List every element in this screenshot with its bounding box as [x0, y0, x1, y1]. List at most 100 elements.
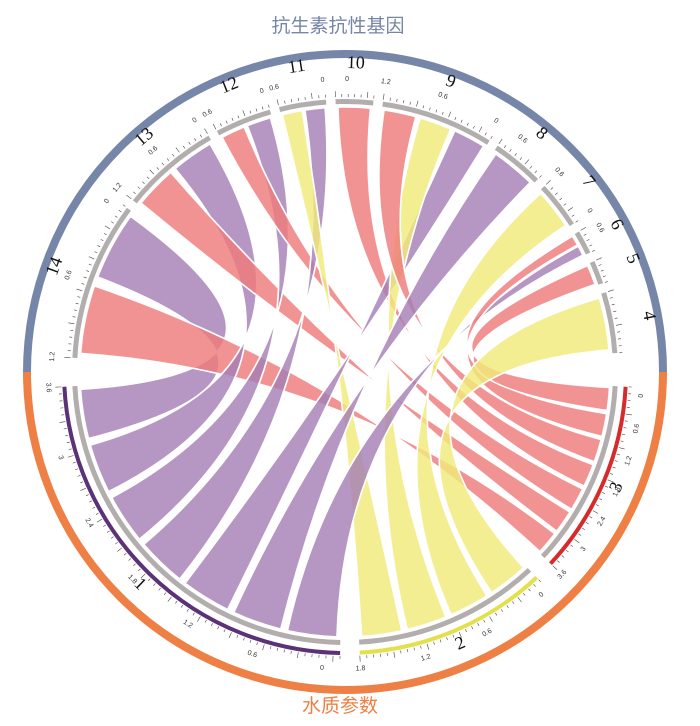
segment-label-3: 3 [605, 479, 627, 495]
scale-tick [59, 421, 66, 423]
scale-tick [503, 145, 507, 148]
scale-tick [477, 623, 480, 626]
tick-label: 0.6 [202, 108, 214, 119]
scale-tick [609, 297, 613, 299]
scale-tick [97, 245, 101, 248]
scale-tick [106, 530, 110, 533]
scale-tick [604, 281, 608, 283]
tick-label: 1.8 [356, 665, 366, 673]
tick-label: 0.6 [246, 650, 258, 660]
tick-label: 3.6 [557, 569, 569, 581]
tick-label: 1.2 [420, 653, 431, 662]
scale-tick [192, 612, 195, 616]
scale-tick [89, 500, 93, 503]
chord-1-to-6 [286, 245, 584, 638]
scale-tick [180, 604, 184, 608]
segment-label-11: 11 [286, 55, 306, 77]
scale-tick [75, 468, 79, 471]
scale-tick [77, 475, 81, 477]
scale-tick [210, 623, 213, 627]
scale-tick [578, 533, 582, 536]
scale-tick [409, 101, 411, 105]
scale-tick [519, 157, 523, 160]
scale-tick [243, 637, 245, 641]
scale-tick [75, 302, 79, 305]
scale-tick [400, 650, 402, 654]
scale-tick [614, 460, 618, 462]
segment-label-6: 6 [606, 215, 628, 232]
scale-tick [126, 194, 132, 200]
scale-tick [261, 106, 264, 110]
segment-13-arc [132, 135, 211, 204]
scale-tick [611, 303, 615, 306]
scale-tick [85, 494, 89, 497]
scale-tick [623, 427, 627, 429]
scale-tick [242, 110, 246, 116]
scale-tick [114, 215, 118, 218]
scale-tick [580, 227, 587, 231]
scale-tick [100, 239, 104, 242]
scale-tick [225, 120, 228, 124]
scale-tick [615, 323, 622, 326]
chord-1-to-13 [89, 142, 258, 493]
segment-10-arc [335, 99, 374, 106]
tick-label: 0 [320, 77, 325, 84]
scale-tick [81, 283, 85, 285]
tick-label: 1.2 [624, 455, 634, 466]
scale-tick [607, 289, 614, 292]
scale-tick [420, 645, 422, 649]
scale-tick [552, 565, 558, 570]
scale-tick [596, 257, 602, 261]
scale-tick [72, 461, 76, 464]
segment-12-arc [216, 109, 272, 136]
scale-tick [262, 644, 265, 651]
scale-tick [557, 560, 560, 563]
tick-label: 3.6 [44, 383, 52, 393]
scale-tick [133, 563, 136, 567]
scale-tick [538, 579, 541, 583]
scale-tick [426, 643, 430, 650]
tick-label: 0.6 [437, 91, 449, 101]
top-group-arc [23, 50, 667, 373]
tick-label: 0.6 [516, 133, 528, 145]
scale-tick [172, 153, 175, 157]
group-arcs [23, 50, 667, 694]
scale-tick [500, 609, 504, 612]
tick-label: 0.6 [147, 145, 159, 157]
scale-tick [236, 634, 239, 638]
scale-tick [68, 322, 75, 325]
scale-tick [133, 191, 136, 194]
tick-label: 3 [56, 455, 64, 461]
scale-tick [137, 568, 141, 572]
scale-tick [156, 167, 160, 170]
top-group-label: 抗生素抗性基因 [271, 15, 404, 37]
chord-1-to-8 [232, 152, 532, 631]
scale-tick [212, 123, 217, 130]
scale-tick [514, 153, 517, 156]
scale-tick [137, 186, 141, 189]
scale-tick [435, 109, 438, 113]
scale-tick [63, 428, 67, 430]
tick-label: 0.6 [633, 423, 642, 434]
chord-1-to-12 [110, 116, 290, 541]
scale-tick [269, 646, 272, 650]
scale-tick [186, 608, 189, 612]
scale-tick [596, 504, 599, 507]
scale-tick [161, 162, 165, 166]
segment-7-arc [541, 185, 574, 227]
tick-label: 1.2 [380, 78, 391, 86]
scale-tick [592, 510, 599, 514]
scale-tick [163, 592, 167, 596]
tick-label: 0.6 [594, 222, 605, 234]
scale-tick [276, 647, 279, 651]
segment-14-arc [72, 207, 131, 358]
bottom-group-arc [23, 371, 667, 694]
tick-label: 0 [345, 76, 349, 83]
scale-tick [489, 616, 493, 622]
scale-tick [589, 516, 593, 519]
scale-tick [522, 592, 526, 596]
chord-2-to-7 [415, 192, 567, 616]
tick-label: 0.6 [269, 83, 280, 92]
segment-label-14: 14 [41, 254, 66, 278]
scale-tick [311, 92, 313, 100]
